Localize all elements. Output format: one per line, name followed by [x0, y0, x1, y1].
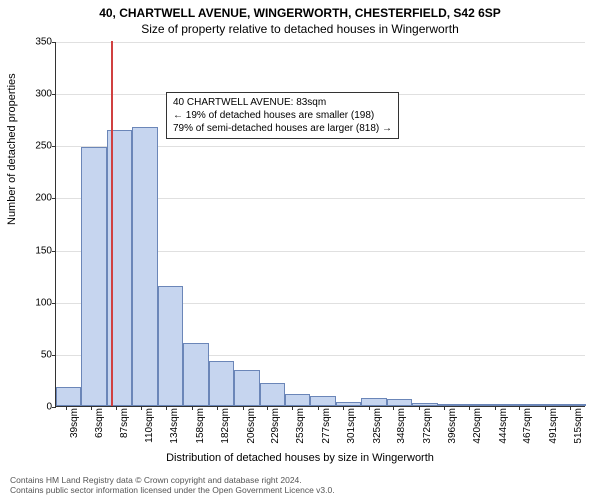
xtick-label: 515sqm — [573, 408, 584, 444]
property-marker-line — [111, 41, 113, 406]
histogram-bar — [387, 399, 412, 406]
xtick-mark — [267, 406, 268, 410]
histogram-bar — [336, 402, 361, 406]
xtick-label: 158sqm — [195, 408, 206, 444]
xtick-mark — [393, 406, 394, 410]
xtick-label: 206sqm — [246, 408, 257, 444]
xtick-mark — [217, 406, 218, 410]
histogram-bar — [260, 383, 285, 406]
histogram-bar — [361, 398, 386, 406]
histogram-bar — [514, 404, 539, 406]
xtick-mark — [66, 406, 67, 410]
histogram-bar — [132, 127, 157, 406]
xtick-mark — [116, 406, 117, 410]
histogram-bar — [234, 370, 259, 407]
histogram-bar — [438, 404, 463, 406]
xtick-mark — [292, 406, 293, 410]
histogram-bar — [565, 404, 586, 406]
xtick-label: 229sqm — [270, 408, 281, 444]
ytick-mark — [52, 198, 56, 199]
footer-attribution: Contains HM Land Registry data © Crown c… — [10, 475, 335, 496]
histogram-bar — [158, 286, 183, 406]
xtick-label: 110sqm — [144, 408, 155, 443]
xtick-label: 87sqm — [119, 408, 130, 438]
xtick-mark — [469, 406, 470, 410]
xtick-label: 444sqm — [498, 408, 509, 444]
annotation-line1: 40 CHARTWELL AVENUE: 83sqm — [173, 96, 392, 109]
histogram-bar — [539, 404, 564, 406]
xtick-label: 277sqm — [321, 408, 332, 444]
xtick-mark — [419, 406, 420, 410]
ytick-mark — [52, 355, 56, 356]
xtick-label: 491sqm — [548, 408, 559, 444]
xtick-label: 325sqm — [372, 408, 383, 444]
annotation-box: 40 CHARTWELL AVENUE: 83sqm ← 19% of deta… — [166, 92, 399, 139]
histogram-bar — [310, 396, 335, 406]
ytick-label: 200 — [35, 193, 52, 204]
histogram-bar — [183, 343, 208, 406]
ytick-mark — [52, 303, 56, 304]
xtick-mark — [343, 406, 344, 410]
y-axis-label: Number of detached properties — [6, 73, 18, 225]
ytick-mark — [52, 407, 56, 408]
xtick-label: 467sqm — [522, 408, 533, 444]
xtick-label: 396sqm — [447, 408, 458, 444]
xtick-label: 253sqm — [295, 408, 306, 444]
xtick-mark — [545, 406, 546, 410]
xtick-label: 348sqm — [396, 408, 407, 444]
xtick-mark — [192, 406, 193, 410]
xtick-mark — [369, 406, 370, 410]
xtick-mark — [166, 406, 167, 410]
histogram-bar — [412, 403, 437, 406]
xtick-mark — [495, 406, 496, 410]
ytick-mark — [52, 42, 56, 43]
xtick-mark — [444, 406, 445, 410]
ytick-label: 150 — [35, 245, 52, 256]
histogram-bar — [56, 387, 81, 406]
histogram-bar — [488, 404, 513, 406]
ytick-label: 300 — [35, 89, 52, 100]
xtick-label: 420sqm — [472, 408, 483, 444]
ytick-mark — [52, 146, 56, 147]
histogram-bar — [285, 394, 310, 407]
xtick-mark — [570, 406, 571, 410]
xtick-mark — [243, 406, 244, 410]
ytick-mark — [52, 94, 56, 95]
xtick-label: 372sqm — [422, 408, 433, 444]
footer-line1: Contains HM Land Registry data © Crown c… — [10, 475, 335, 486]
xtick-mark — [519, 406, 520, 410]
annotation-line3: 79% of semi-detached houses are larger (… — [173, 122, 392, 135]
ytick-label: 50 — [41, 349, 52, 360]
ytick-label: 250 — [35, 141, 52, 152]
ytick-label: 350 — [35, 37, 52, 48]
xtick-label: 134sqm — [169, 408, 180, 444]
xtick-mark — [318, 406, 319, 410]
histogram-bar — [463, 404, 488, 406]
histogram-plot-area: 05010015020025030035039sqm63sqm87sqm110s… — [55, 42, 585, 407]
histogram-bar — [81, 147, 106, 406]
xtick-mark — [141, 406, 142, 410]
chart-title-line2: Size of property relative to detached ho… — [0, 22, 600, 36]
chart-title-line1: 40, CHARTWELL AVENUE, WINGERWORTH, CHEST… — [0, 6, 600, 20]
ytick-mark — [52, 251, 56, 252]
xtick-label: 182sqm — [220, 408, 231, 444]
ytick-label: 0 — [46, 402, 52, 413]
ytick-label: 100 — [35, 297, 52, 308]
xtick-label: 39sqm — [69, 408, 80, 438]
xtick-label: 63sqm — [94, 408, 105, 438]
x-axis-label: Distribution of detached houses by size … — [0, 452, 600, 464]
gridline — [56, 42, 585, 43]
xtick-mark — [91, 406, 92, 410]
histogram-bar — [209, 361, 234, 406]
xtick-label: 301sqm — [346, 408, 357, 444]
annotation-line2: ← 19% of detached houses are smaller (19… — [173, 109, 392, 122]
footer-line2: Contains public sector information licen… — [10, 485, 335, 496]
